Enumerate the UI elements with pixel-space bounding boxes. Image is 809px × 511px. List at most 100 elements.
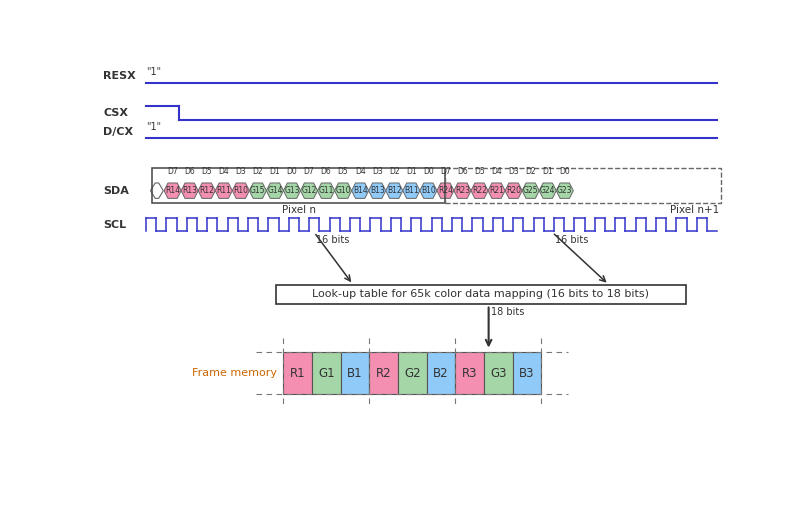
Text: RESX: RESX (104, 72, 136, 81)
Text: G2: G2 (404, 367, 421, 380)
Text: D6: D6 (320, 167, 332, 176)
Text: G23: G23 (557, 186, 573, 195)
Text: CSX: CSX (104, 108, 129, 118)
Polygon shape (215, 183, 232, 198)
Text: 16 bits: 16 bits (555, 236, 588, 245)
Text: D6: D6 (184, 167, 195, 176)
Polygon shape (266, 183, 283, 198)
Text: D7: D7 (303, 167, 315, 176)
Text: D3: D3 (372, 167, 383, 176)
Bar (455, 352, 484, 394)
Polygon shape (386, 183, 403, 198)
Text: G14: G14 (267, 186, 282, 195)
Text: B1: B1 (347, 367, 362, 380)
Bar (283, 352, 312, 394)
Bar (312, 352, 341, 394)
Text: D1: D1 (542, 167, 553, 176)
Text: Pixel n+1: Pixel n+1 (670, 205, 719, 215)
Bar (484, 352, 513, 394)
Text: "1": "1" (146, 122, 161, 132)
Bar (513, 352, 541, 394)
Text: G11: G11 (319, 186, 334, 195)
Polygon shape (352, 183, 369, 198)
Text: D1: D1 (269, 167, 280, 176)
Text: R14: R14 (165, 186, 180, 195)
Text: D3: D3 (235, 167, 246, 176)
Text: B2: B2 (433, 367, 449, 380)
Polygon shape (335, 183, 352, 198)
Text: B3: B3 (519, 367, 535, 380)
Polygon shape (164, 183, 181, 198)
Polygon shape (505, 183, 522, 198)
Polygon shape (150, 183, 163, 198)
Bar (276, 285, 686, 304)
Bar (152, 168, 446, 203)
Text: B10: B10 (421, 186, 436, 195)
Text: D0: D0 (559, 167, 570, 176)
Polygon shape (488, 183, 505, 198)
Text: D5: D5 (337, 167, 349, 176)
Polygon shape (198, 183, 215, 198)
Polygon shape (232, 183, 249, 198)
Text: Look-up table for 65k color data mapping (16 bits to 18 bits): Look-up table for 65k color data mapping… (312, 289, 650, 299)
Text: D0: D0 (423, 167, 434, 176)
Text: D2: D2 (525, 167, 536, 176)
Polygon shape (539, 183, 557, 198)
Text: R12: R12 (199, 186, 214, 195)
Text: D2: D2 (389, 167, 400, 176)
Polygon shape (557, 183, 574, 198)
Text: R23: R23 (455, 186, 470, 195)
Text: B11: B11 (404, 186, 418, 195)
Text: Frame memory: Frame memory (192, 368, 277, 378)
Text: D2: D2 (252, 167, 263, 176)
Text: D4: D4 (491, 167, 502, 176)
Bar (426, 352, 455, 394)
Polygon shape (522, 183, 539, 198)
Bar (398, 352, 426, 394)
Text: 16 bits: 16 bits (316, 236, 349, 245)
Text: "1": "1" (146, 67, 161, 77)
Text: 18 bits: 18 bits (491, 307, 524, 317)
Text: R21: R21 (489, 186, 504, 195)
Text: Pixel n: Pixel n (282, 205, 316, 215)
Text: D5: D5 (201, 167, 212, 176)
Text: G15: G15 (250, 186, 265, 195)
Text: D7: D7 (167, 167, 178, 176)
Text: G24: G24 (540, 186, 556, 195)
Text: G10: G10 (336, 186, 351, 195)
Polygon shape (471, 183, 488, 198)
Text: R22: R22 (472, 186, 487, 195)
Polygon shape (437, 183, 454, 198)
Text: D4: D4 (355, 167, 366, 176)
Text: D5: D5 (474, 167, 485, 176)
Text: B13: B13 (370, 186, 384, 195)
Polygon shape (283, 183, 300, 198)
Text: R2: R2 (376, 367, 392, 380)
Text: D4: D4 (218, 167, 229, 176)
Polygon shape (318, 183, 335, 198)
Text: G25: G25 (523, 186, 539, 195)
Polygon shape (420, 183, 437, 198)
Text: G13: G13 (284, 186, 299, 195)
Polygon shape (403, 183, 420, 198)
Text: G3: G3 (490, 367, 506, 380)
Text: D6: D6 (457, 167, 468, 176)
Text: G1: G1 (318, 367, 335, 380)
Bar (341, 352, 369, 394)
Text: B14: B14 (353, 186, 367, 195)
Text: R20: R20 (506, 186, 521, 195)
Text: R10: R10 (233, 186, 248, 195)
Text: D3: D3 (508, 167, 519, 176)
Polygon shape (300, 183, 318, 198)
Bar (446, 168, 721, 203)
Text: D1: D1 (406, 167, 417, 176)
Text: R11: R11 (216, 186, 231, 195)
Text: D7: D7 (440, 167, 451, 176)
Bar (369, 352, 398, 394)
Polygon shape (369, 183, 386, 198)
Polygon shape (454, 183, 471, 198)
Text: B12: B12 (387, 186, 401, 195)
Polygon shape (249, 183, 266, 198)
Text: SCL: SCL (104, 220, 126, 229)
Text: D0: D0 (286, 167, 298, 176)
